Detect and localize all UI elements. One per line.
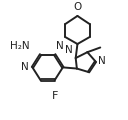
Text: N: N <box>56 41 64 51</box>
Text: H₂N: H₂N <box>10 41 30 51</box>
Text: F: F <box>51 91 58 101</box>
Text: N: N <box>65 45 73 55</box>
Text: N: N <box>21 62 29 72</box>
Text: O: O <box>73 2 82 12</box>
Text: N: N <box>98 56 106 66</box>
